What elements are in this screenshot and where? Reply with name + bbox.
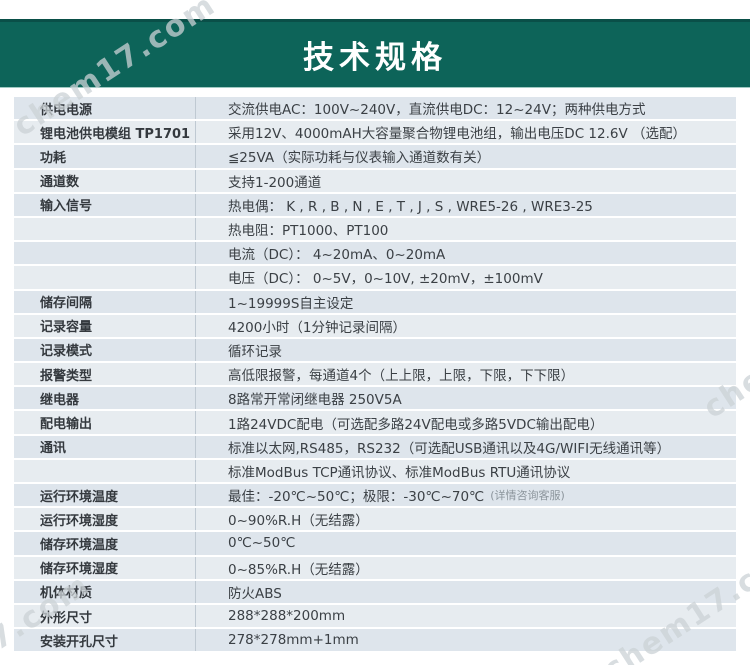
spec-label: 继电器 — [14, 387, 196, 410]
table-row: 配电输出 1路24VDC配电（可选配多路24V配电或多路5VDC输出配电） — [14, 411, 736, 436]
table-row: 机体材质 防火ABS — [14, 580, 736, 605]
spec-label: 供电电源 — [14, 97, 196, 120]
table-row: 记录容量 4200小时（1分钟记录间隔） — [14, 314, 736, 339]
spec-label: 功耗 — [14, 145, 196, 168]
spec-value: 电压（DC）： 0~5V，0~10V, ±20mV，±100mV — [228, 271, 543, 288]
table-row: 储存环境湿度 0~85%R.H（无结露） — [14, 556, 736, 581]
spec-value: 循环记录 — [228, 343, 282, 360]
spec-label: 配电输出 — [14, 411, 196, 434]
spec-label: 记录容量 — [14, 314, 196, 337]
table-row: 储存间隔 1~19999S自主设定 — [14, 290, 736, 315]
spec-note: (详情咨询客服) — [490, 489, 565, 503]
spec-value: 8路常开常闭继电器 250V5A — [228, 392, 402, 409]
spec-value: 电流（DC）： 4~20mA、0~20mA — [228, 247, 446, 264]
spec-value: 高低限报警，每通道4个（上上限，上限，下限，下下限） — [228, 368, 575, 385]
spec-table: 供电电源 交流供电AC：100V~240V，直流供电DC：12~24V；两种供电方… — [14, 97, 736, 654]
table-row: 记录模式 循环记录 — [14, 338, 736, 364]
spec-value: 标准以太网,RS485，RS232（可选配USB通讯以及4G/WIFI无线通讯等… — [228, 440, 671, 457]
spec-label: 安装开孔尺寸 — [14, 629, 196, 652]
spec-label — [14, 242, 196, 265]
spec-value: 1~19999S自主设定 — [228, 295, 354, 312]
spec-value: 最佳：-20℃~50℃；极限：-30℃~70℃ (详情咨询客服) — [228, 489, 565, 506]
table-row: 安装开孔尺寸 278*278mm+1mm — [14, 629, 736, 654]
table-row: 锂电池供电模组 TP1701 采用12V、4000mAH大容量聚合物锂电池组，输出… — [14, 121, 736, 146]
table-row: 功耗 ≦25VA（实际功耗与仪表输入通道数有关） — [14, 145, 736, 170]
spec-value: 支持1-200通道 — [228, 174, 322, 191]
spec-label: 运行环境温度 — [14, 484, 196, 507]
spec-label: 通道数 — [14, 169, 196, 192]
page-title: 技术规格 — [303, 40, 447, 76]
table-row: 运行环境湿度 0~90%R.H（无结露） — [14, 508, 736, 533]
spec-value: 标准ModBus TCP通讯协议、标准ModBus RTU通讯协议 — [228, 464, 571, 481]
spec-value: 热电偶： K , R , B , N , E , T , J , S , WRE… — [228, 198, 593, 215]
table-row: 热电阻：PT1000、PT100 — [14, 217, 736, 243]
spec-value: 交流供电AC：100V~240V，直流供电DC：12~24V；两种供电方式 — [228, 102, 646, 119]
spec-label: 储存间隔 — [14, 290, 196, 313]
spec-label: 记录模式 — [14, 338, 196, 362]
spec-value: 热电阻：PT1000、PT100 — [228, 223, 389, 240]
table-row: 电压（DC）： 0~5V，0~10V, ±20mV，±100mV — [14, 266, 736, 291]
spec-value: 防火ABS — [228, 585, 282, 602]
table-row: 运行环境温度 最佳：-20℃~50℃；极限：-30℃~70℃ (详情咨询客服) — [14, 484, 736, 509]
spec-value: 4200小时（1分钟记录间隔） — [228, 319, 406, 336]
spec-value: 0℃~50℃ — [228, 535, 296, 552]
spec-label: 通讯 — [14, 435, 196, 458]
spec-label: 储存环境湿度 — [14, 556, 196, 579]
table-row: 电流（DC）： 4~20mA、0~20mA — [14, 242, 736, 267]
table-row: 外形尺寸 288*288*200mm — [14, 604, 736, 630]
table-row: 报警类型 高低限报警，每通道4个（上上限，上限，下限，下下限） — [14, 363, 736, 388]
table-row: 储存环境温度 0℃~50℃ — [14, 532, 736, 557]
spec-label — [14, 266, 196, 289]
header-band: 技术规格 — [0, 19, 750, 88]
spec-value: ≦25VA（实际功耗与仪表输入通道数有关） — [228, 150, 491, 167]
spec-label: 锂电池供电模组 TP1701 — [14, 121, 196, 144]
table-row: 输入信号 热电偶： K , R , B , N , E , T , J , S ,… — [14, 193, 736, 218]
spec-value: 0~90%R.H（无结露） — [228, 513, 369, 530]
spec-value: 278*278mm+1mm — [228, 632, 359, 649]
table-row: 供电电源 交流供电AC：100V~240V，直流供电DC：12~24V；两种供电方… — [14, 97, 736, 122]
spec-value: 1路24VDC配电（可选配多路24V配电或多路5VDC输出配电） — [228, 416, 604, 433]
spec-label: 报警类型 — [14, 363, 196, 386]
spec-label — [14, 217, 196, 241]
spec-label: 外形尺寸 — [14, 604, 196, 628]
table-row: 通道数 支持1-200通道 — [14, 169, 736, 194]
table-row: 通讯 标准以太网,RS485，RS232（可选配USB通讯以及4G/WIFI无线通… — [14, 435, 736, 460]
spec-value: 288*288*200mm — [228, 608, 346, 625]
spec-label: 输入信号 — [14, 193, 196, 216]
spec-label: 储存环境温度 — [14, 532, 196, 555]
table-row: 继电器 8路常开常闭继电器 250V5A — [14, 387, 736, 412]
spec-label: 运行环境湿度 — [14, 508, 196, 531]
spec-label: 机体材质 — [14, 580, 196, 603]
spec-label — [14, 459, 196, 482]
spec-value: 0~85%R.H（无结露） — [228, 561, 369, 578]
table-row: 标准ModBus TCP通讯协议、标准ModBus RTU通讯协议 — [14, 459, 736, 484]
spec-value: 采用12V、4000mAH大容量聚合物锂电池组，输出电压DC 12.6V （选配… — [228, 126, 687, 143]
